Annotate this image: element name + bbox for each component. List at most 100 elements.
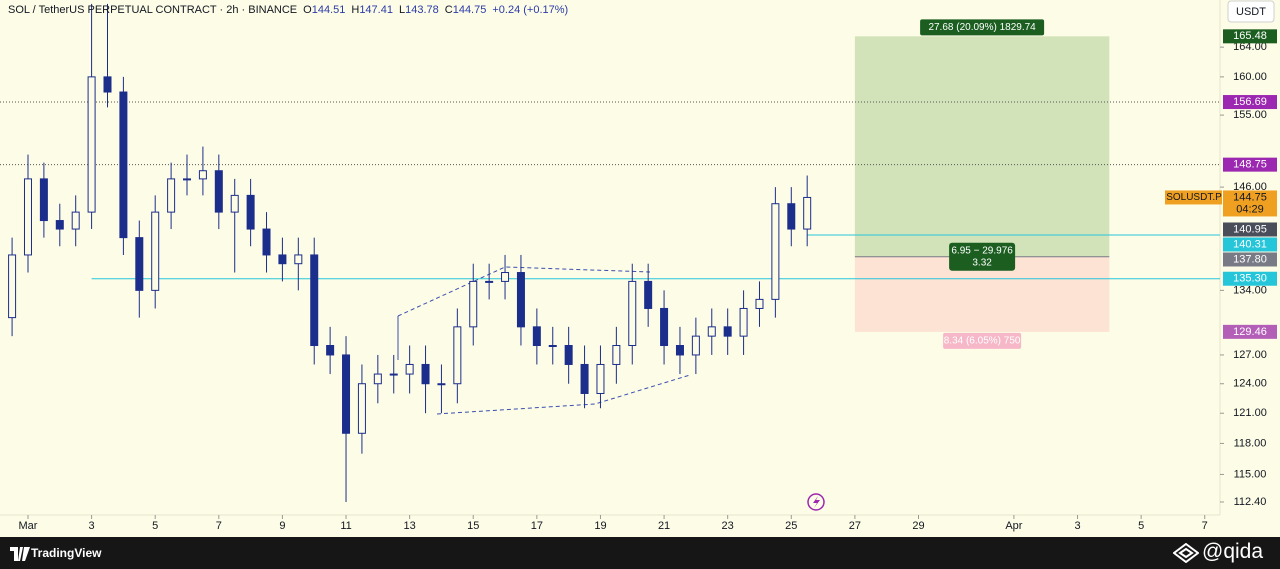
price-label: 135.30: [1233, 273, 1267, 285]
currency-button[interactable]: [1227, 0, 1275, 23]
candle-body: [421, 363, 430, 385]
price-label: 148.75: [1233, 159, 1267, 171]
candle-body: [135, 237, 144, 291]
brand-logo: [10, 547, 30, 561]
triangle-pattern: [397, 266, 691, 415]
currency-label[interactable]: USDT: [1236, 6, 1266, 18]
candle-body: [23, 178, 32, 256]
watermark-logo: [1173, 543, 1199, 563]
header: SOL / TetherUS PERPETUAL CONTRACT · 2h ·…: [8, 4, 568, 16]
candle-body: [739, 307, 748, 337]
candle-body: [660, 307, 669, 347]
countdown: 04:29: [1236, 203, 1264, 215]
price-label-box: [1223, 29, 1277, 44]
x-tick-label: 7: [1202, 520, 1208, 532]
price-label-box: [1223, 271, 1277, 286]
chart: USDT 112.40 115.00 118.00 121.00 124.00 127.0…: [0, 0, 1277, 532]
candle-body: [675, 345, 684, 356]
y-tick-label: 146.00: [1233, 181, 1267, 193]
candle-body: [485, 280, 494, 283]
candle-body: [8, 254, 17, 319]
last-price: 144.75: [1233, 191, 1267, 203]
watermark-shape: [1173, 543, 1199, 563]
candle-body: [246, 194, 255, 230]
x-tick-label: Mar: [19, 520, 38, 532]
symbol-tag-box: [1165, 190, 1222, 205]
x-tick-label: 17: [531, 520, 543, 532]
x-tick-label: 11: [340, 520, 351, 532]
stop-label-box: [943, 332, 1022, 349]
entry-label-box: [949, 242, 1016, 271]
target-label: 27.68 (20.09%) 1829.74: [928, 22, 1036, 33]
brand: TradingView: [31, 546, 102, 560]
x-tick-label: 5: [1138, 520, 1144, 532]
x-tick-label: 5: [152, 520, 158, 532]
candle-body: [405, 363, 414, 375]
candle-body: [755, 298, 764, 309]
price-label: 165.48: [1233, 30, 1267, 42]
candle-body: [453, 326, 462, 385]
x-tick-label: 27: [849, 520, 861, 532]
candle-body: [532, 326, 541, 347]
x-tick-label: 21: [658, 520, 670, 532]
x-tick-label: 15: [467, 520, 479, 532]
entry-label: 6.95 − 29.976: [951, 245, 1013, 256]
ohlc-value: 144.51: [311, 4, 346, 16]
candle-body: [803, 196, 812, 230]
candle-body: [183, 178, 192, 181]
candle-body: [262, 228, 271, 256]
candle-body: [151, 211, 160, 291]
price-label: 156.69: [1233, 96, 1267, 108]
watermark: @qida: [1202, 540, 1264, 563]
price-label-box: [1223, 222, 1277, 237]
y-tick-label: 134.00: [1233, 284, 1267, 296]
price-label: 137.80: [1233, 253, 1267, 265]
stop-label: 8.34 (6.05%) 750: [944, 335, 1021, 346]
x-tick-label: 23: [722, 520, 734, 532]
x-tick-label: Apr: [1005, 520, 1022, 532]
symbol: SOL / TetherUS PERPETUAL CONTRACT · 2h ·…: [8, 4, 298, 16]
y-tick-label: 121.00: [1233, 407, 1267, 419]
price-label-box: [1223, 157, 1277, 172]
candle-body: [294, 254, 303, 265]
x-tick-label: 19: [594, 520, 606, 532]
alert-icon[interactable]: [807, 493, 825, 511]
candle-body: [342, 354, 351, 434]
y-tick-label: 118.00: [1234, 437, 1267, 449]
x-tick-label: 29: [912, 520, 924, 532]
alert-bolt[interactable]: [813, 496, 820, 508]
candle-body: [278, 254, 287, 265]
candle-body: [326, 345, 335, 356]
candle-body: [87, 76, 96, 213]
ohlc-key: L: [398, 4, 406, 16]
ohlc-value: 147.41: [359, 4, 393, 16]
alert-circle[interactable]: [807, 493, 825, 511]
y-tick-label: 160.00: [1233, 71, 1267, 83]
candle-body: [214, 170, 223, 213]
candle-body: [55, 220, 64, 230]
candle-body: [580, 363, 589, 394]
price-label-box: [1223, 237, 1277, 252]
y-tick-label: 115.00: [1234, 468, 1267, 480]
y-tick-label: 112.40: [1234, 496, 1267, 508]
candle-body: [612, 345, 621, 365]
candle-body: [564, 345, 573, 365]
x-tick-label: 13: [404, 520, 416, 532]
ohlc-key: H: [351, 4, 360, 16]
brand-logo-shape: [10, 547, 30, 561]
candle-body: [707, 326, 716, 337]
change: +0.24 (+0.17%): [492, 4, 569, 16]
price-label-box: [1223, 252, 1277, 267]
candle-body: [516, 272, 525, 328]
candle-body: [771, 203, 780, 300]
candle-body: [437, 383, 446, 386]
ohlc-value: 143.78: [405, 4, 439, 16]
candle-body: [103, 76, 112, 93]
price-label: 129.46: [1233, 326, 1267, 338]
candle-body: [389, 373, 398, 376]
candle-body: [723, 326, 732, 337]
candle-body: [548, 345, 557, 348]
candle-body: [644, 280, 653, 309]
target-label-box: [920, 19, 1045, 36]
